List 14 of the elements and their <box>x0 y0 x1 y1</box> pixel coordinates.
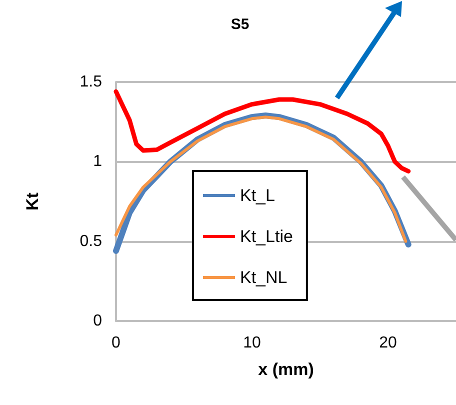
y-tick-label: 1.5 <box>80 74 102 90</box>
x-tick-label: 10 <box>243 334 261 352</box>
legend-label: Kt_L <box>240 186 275 205</box>
y-axis-title: Kt <box>23 192 42 210</box>
line-series <box>114 89 411 174</box>
x-tick-label: 0 <box>112 334 121 352</box>
y-tick-label: 1 <box>93 153 102 170</box>
x-tick-label: 20 <box>379 334 397 352</box>
legend-label: Kt_Ltie <box>240 227 293 246</box>
chart-title: S5 <box>230 16 250 33</box>
legend-label: Kt_NL <box>240 268 288 287</box>
y-tick-label: 0 <box>93 312 102 330</box>
y-tick-label: 0.5 <box>80 232 102 250</box>
x-axis-title: x (mm) <box>258 360 314 379</box>
